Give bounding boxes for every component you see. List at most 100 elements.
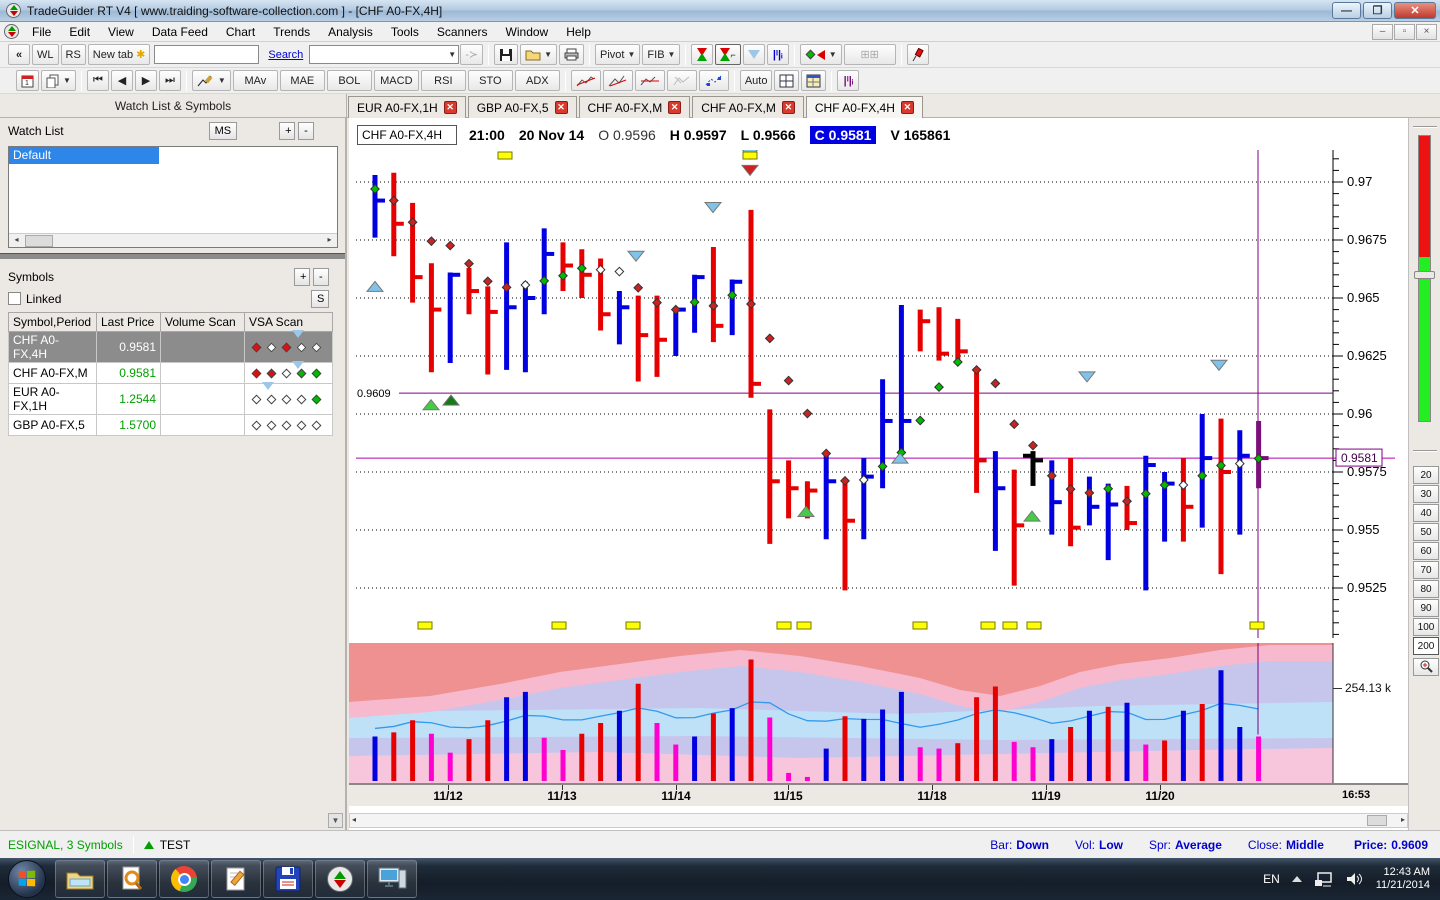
calendar-icon[interactable]: 1 (16, 70, 39, 91)
network-icon[interactable] (1314, 871, 1334, 887)
zoom-level-20[interactable]: 20 (1413, 466, 1439, 484)
gauge-slider-handle[interactable] (1414, 271, 1435, 279)
table-filled-icon[interactable] (801, 70, 827, 91)
collapse-button[interactable]: « (8, 44, 30, 65)
panel-scroll-down-icon[interactable]: ▼ (328, 813, 343, 828)
indicator-button-sto[interactable]: STO (467, 70, 513, 91)
mdi-restore-button[interactable]: ▫ (1394, 23, 1415, 40)
print-icon[interactable] (559, 44, 585, 65)
menu-tools[interactable]: Tools (390, 24, 419, 39)
scrollbar-thumb[interactable] (1367, 815, 1387, 826)
symbol-row[interactable]: EUR A0-FX,1H 1.2544 (8, 382, 333, 415)
ms-button[interactable]: MS (208, 122, 238, 140)
speaker-icon[interactable] (1346, 871, 1364, 887)
tab-close-icon[interactable]: ✕ (781, 101, 795, 114)
zoom-level-200[interactable]: 200 (1413, 637, 1439, 655)
minimize-button[interactable]: — (1332, 2, 1361, 19)
tab-close-icon[interactable]: ✕ (443, 101, 457, 114)
restore-button[interactable]: ❐ (1363, 2, 1392, 19)
zoom-level-90[interactable]: 90 (1413, 599, 1439, 617)
scroll-right-icon[interactable]: ▸ (1400, 815, 1405, 824)
tab-chf-a0-fx-m[interactable]: CHF A0-FX,M ✕ (578, 96, 691, 118)
watchlist-hscrollbar[interactable]: ◂ ▸ (9, 233, 337, 247)
computer-icon[interactable] (367, 860, 417, 898)
watchlist-listbox[interactable]: Default ◂ ▸ (8, 146, 338, 248)
price-chart-canvas[interactable]: 0.97 0.9675 0.965 0.9625 0.96 0.9575 0.955 0.95… (349, 150, 1408, 641)
zoom-level-50[interactable]: 50 (1413, 523, 1439, 541)
watchlist-remove-button[interactable]: - (298, 122, 315, 140)
column-header[interactable]: Volume Scan (160, 312, 245, 332)
mdi-close-button[interactable]: × (1416, 23, 1437, 40)
chart-hscrollbar[interactable]: ◂ ▸ (349, 813, 1408, 828)
menu-scanners[interactable]: Scanners (436, 24, 488, 39)
indicator-button-adx[interactable]: ADX (514, 70, 560, 91)
tab-chf-a0-fx-m[interactable]: CHF A0-FX,M ✕ (692, 96, 804, 118)
first-bar-button[interactable]: ⏮ (86, 70, 109, 91)
column-header[interactable]: Last Price (96, 312, 161, 332)
start-button[interactable] (8, 860, 46, 898)
zoom-level-60[interactable]: 60 (1413, 542, 1439, 560)
menu-window[interactable]: Window (505, 24, 549, 39)
table-icon[interactable] (774, 70, 800, 91)
zoom-level-80[interactable]: 80 (1413, 580, 1439, 598)
symbol-entry-input[interactable] (154, 45, 260, 64)
vsa-bars-icon[interactable]: |ᴵ|ᵢ (837, 70, 860, 91)
taskbar-clock[interactable]: 12:43 AM 11/21/2014 (1375, 866, 1430, 891)
volume-pane-canvas[interactable] (349, 643, 1408, 783)
close-button[interactable]: ✕ (1394, 2, 1436, 19)
zoom-tool-button[interactable] (1413, 658, 1439, 676)
indicator-button-bol[interactable]: BOL (326, 70, 372, 91)
copy-pages-icon[interactable]: ▼ (41, 70, 76, 91)
dotted-trend-icon[interactable] (698, 70, 729, 91)
draw-tool-icon[interactable]: ▼ (191, 70, 231, 91)
symbol-row[interactable]: GBP A0-FX,5 1.5700 (8, 414, 333, 436)
fib-dropdown[interactable]: FIB ▼ (642, 44, 681, 65)
indicator-button-mav[interactable]: MAv (232, 70, 278, 91)
new-tab-button[interactable]: New tab ✱ (87, 44, 151, 65)
bars-icon[interactable]: |ᴵ|ᵢ (766, 44, 789, 65)
last-bar-button[interactable]: ⏭ (158, 70, 181, 91)
save-icon[interactable] (494, 44, 519, 65)
splitter-grip[interactable] (1413, 126, 1437, 128)
explorer-icon[interactable] (55, 860, 105, 898)
pin-icon[interactable] (906, 44, 929, 65)
indicator-button-mae[interactable]: MAE (279, 70, 325, 91)
symbol-combo[interactable]: ▼ (309, 45, 460, 64)
floppy-save-icon[interactable] (263, 860, 313, 898)
linked-checkbox[interactable]: Linked (8, 292, 61, 306)
trendline-off-icon[interactable] (666, 70, 697, 91)
trend-triangle-icon[interactable] (742, 44, 765, 65)
column-header[interactable]: Symbol,Period (8, 312, 97, 332)
zoom-level-40[interactable]: 40 (1413, 504, 1439, 522)
indicator-button-rsi[interactable]: RSI (420, 70, 466, 91)
tab-close-icon[interactable]: ✕ (900, 101, 914, 114)
menu-edit[interactable]: Edit (69, 24, 91, 39)
tab-close-icon[interactable]: ✕ (554, 101, 568, 114)
menu-chart[interactable]: Chart (225, 24, 256, 39)
indicator-button-macd[interactable]: MACD (373, 70, 419, 91)
layout-grid-icon[interactable]: ⊞⊞ (843, 44, 896, 65)
tray-expand-icon[interactable] (1291, 876, 1302, 882)
scroll-left-icon[interactable]: ◂ (14, 235, 19, 244)
symbols-add-button[interactable]: + (294, 268, 310, 286)
menu-data-feed[interactable]: Data Feed (151, 24, 208, 39)
trendline-icon-2[interactable] (602, 70, 633, 91)
next-bar-button[interactable]: ▶ (134, 70, 157, 91)
watchlist-add-button[interactable]: + (279, 122, 296, 140)
go-button[interactable]: -≻ (460, 44, 484, 65)
search-doc-icon[interactable] (107, 860, 157, 898)
symbol-row[interactable]: CHF A0-FX,M 0.9581 (8, 361, 333, 384)
language-indicator[interactable]: EN (1263, 872, 1280, 886)
trendline-icon-3[interactable] (634, 70, 665, 91)
pivot-dropdown[interactable]: Pivot ▼ (595, 44, 641, 65)
symbol-row[interactable]: CHF A0-FX,4H 0.9581 (8, 330, 333, 363)
mdi-minimize-button[interactable]: – (1372, 23, 1393, 40)
scroll-left-icon[interactable]: ◂ (352, 815, 357, 824)
chrome-icon[interactable] (159, 860, 209, 898)
menu-trends[interactable]: Trends (273, 24, 311, 39)
menu-analysis[interactable]: Analysis (328, 24, 373, 39)
tab-close-icon[interactable]: ✕ (668, 101, 682, 114)
signals-flag-icon[interactable]: ⌐ (715, 44, 741, 65)
splitter-grip[interactable] (1413, 450, 1437, 452)
diamond-tool-icon[interactable]: ▼ (799, 44, 842, 65)
